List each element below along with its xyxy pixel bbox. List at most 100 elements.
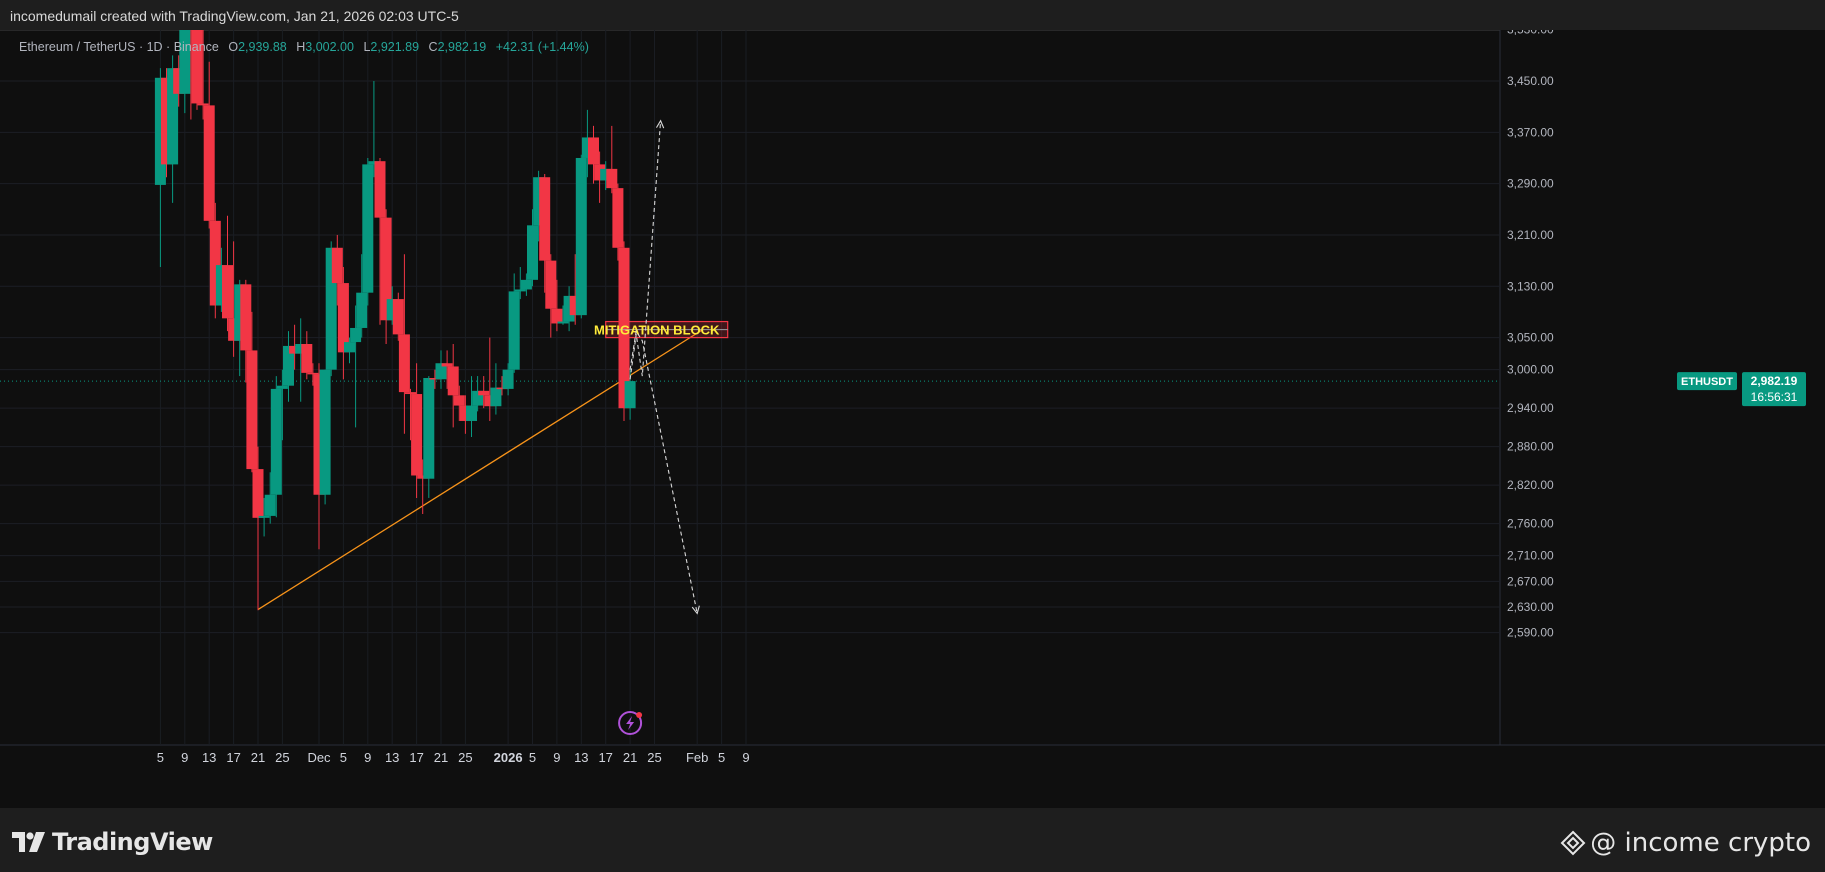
- time-tick-label: 5: [718, 750, 725, 765]
- candle-body[interactable]: [581, 137, 593, 158]
- candle-body[interactable]: [520, 279, 532, 290]
- chart-legend: Ethereum / TetherUS · 1D · Binance O2,93…: [19, 40, 589, 54]
- candle-body[interactable]: [575, 157, 587, 316]
- candle-body[interactable]: [167, 68, 179, 165]
- candle-body[interactable]: [252, 469, 264, 518]
- candle-body[interactable]: [514, 289, 526, 292]
- candle-body[interactable]: [179, 30, 191, 94]
- candle-body[interactable]: [618, 247, 630, 409]
- candle-body[interactable]: [459, 405, 471, 421]
- time-tick-label: 25: [458, 750, 472, 765]
- candle-body[interactable]: [447, 366, 459, 396]
- candle-body[interactable]: [563, 295, 575, 322]
- price-tick-label: 2,760.00: [1507, 517, 1554, 531]
- price-chart[interactable]: 3,530.00 3,450.00 3,370.00 3,290.00 3,210.00…: [0, 30, 1825, 808]
- time-tick-label: 9: [553, 750, 560, 765]
- candle-body[interactable]: [350, 327, 362, 343]
- candle-body[interactable]: [331, 247, 343, 284]
- candle-body[interactable]: [392, 299, 404, 335]
- candle-body[interactable]: [606, 168, 618, 189]
- candle-body[interactable]: [551, 308, 563, 324]
- candle-body[interactable]: [411, 394, 423, 476]
- candle-body[interactable]: [472, 390, 484, 406]
- time-tick-label: 17: [598, 750, 612, 765]
- candle-body[interactable]: [490, 387, 502, 407]
- symbol-badge: [1677, 372, 1737, 391]
- candle-body[interactable]: [228, 318, 240, 341]
- candle-body[interactable]: [386, 299, 398, 321]
- candle-body[interactable]: [295, 344, 307, 354]
- candle-body[interactable]: [276, 385, 288, 389]
- candle-body[interactable]: [362, 164, 374, 293]
- candle-body[interactable]: [270, 388, 282, 495]
- candle-body[interactable]: [527, 225, 538, 280]
- low-label: L: [363, 40, 371, 54]
- candle-body[interactable]: [301, 344, 313, 373]
- candle-body[interactable]: [307, 372, 319, 375]
- candle-body[interactable]: [344, 342, 355, 353]
- candle-body[interactable]: [246, 350, 258, 470]
- candle-body[interactable]: [380, 217, 392, 321]
- candle-body[interactable]: [588, 137, 599, 165]
- candle-body[interactable]: [173, 68, 185, 94]
- candle-body[interactable]: [234, 284, 246, 341]
- candle-body[interactable]: [594, 164, 606, 181]
- candle-body[interactable]: [356, 292, 368, 328]
- candle-body[interactable]: [368, 161, 380, 165]
- candle-body[interactable]: [624, 381, 636, 409]
- candle-body[interactable]: [374, 161, 386, 218]
- candle-body[interactable]: [313, 374, 325, 495]
- candle-body[interactable]: [258, 515, 270, 518]
- time-tick-label: 5: [529, 750, 536, 765]
- candle-body[interactable]: [435, 363, 447, 380]
- time-tick-label: 5: [340, 750, 347, 765]
- candle-body[interactable]: [405, 392, 416, 395]
- candle-body[interactable]: [423, 377, 435, 479]
- candle-body[interactable]: [161, 77, 172, 165]
- lightning-event-icon[interactable]: [618, 711, 643, 735]
- candle-body[interactable]: [289, 345, 301, 354]
- open-value: 2,939.88: [238, 40, 287, 54]
- candle-body[interactable]: [429, 377, 441, 380]
- candle-body[interactable]: [154, 77, 166, 185]
- price-tick-label: 2,630.00: [1507, 600, 1554, 614]
- candle-body[interactable]: [319, 369, 331, 495]
- close-label: C: [428, 40, 438, 54]
- candle-body[interactable]: [496, 387, 508, 390]
- candle-body[interactable]: [337, 283, 349, 353]
- price-tick-label: 3,050.00: [1507, 331, 1554, 345]
- candle-body[interactable]: [417, 475, 429, 479]
- candle-body[interactable]: [197, 103, 209, 106]
- price-tick-label: 2,710.00: [1507, 549, 1554, 563]
- candle-body[interactable]: [441, 363, 453, 367]
- candle-body[interactable]: [191, 30, 203, 104]
- footer-bar: TradingView @ income crypto: [0, 808, 1825, 872]
- candle-body[interactable]: [453, 395, 465, 406]
- candle-body[interactable]: [203, 105, 215, 221]
- candle-body[interactable]: [612, 188, 624, 248]
- candle-body[interactable]: [508, 291, 520, 370]
- candle-body[interactable]: [478, 390, 490, 396]
- candle-body[interactable]: [209, 220, 221, 306]
- candle-body[interactable]: [222, 265, 233, 319]
- tradingview-logo[interactable]: TradingView: [12, 828, 213, 856]
- candle-body[interactable]: [264, 494, 276, 516]
- candle-body[interactable]: [502, 369, 514, 389]
- candle-body[interactable]: [569, 295, 581, 316]
- candle-body[interactable]: [533, 177, 545, 226]
- candle-body[interactable]: [283, 345, 294, 386]
- projection-path[interactable]: [629, 329, 698, 614]
- projection-path[interactable]: [629, 120, 662, 380]
- candle-body[interactable]: [240, 284, 252, 351]
- candle-body[interactable]: [466, 405, 477, 421]
- candle-body[interactable]: [600, 168, 612, 181]
- candle-body[interactable]: [539, 177, 551, 261]
- candle-body[interactable]: [325, 247, 337, 370]
- candle-body[interactable]: [398, 334, 410, 393]
- candle-body[interactable]: [484, 395, 496, 407]
- candle-body[interactable]: [215, 265, 227, 306]
- price-tick-label: 3,370.00: [1507, 125, 1554, 139]
- low-value: 2,921.89: [370, 40, 420, 54]
- candle-body[interactable]: [545, 260, 557, 309]
- candle-body[interactable]: [557, 321, 569, 324]
